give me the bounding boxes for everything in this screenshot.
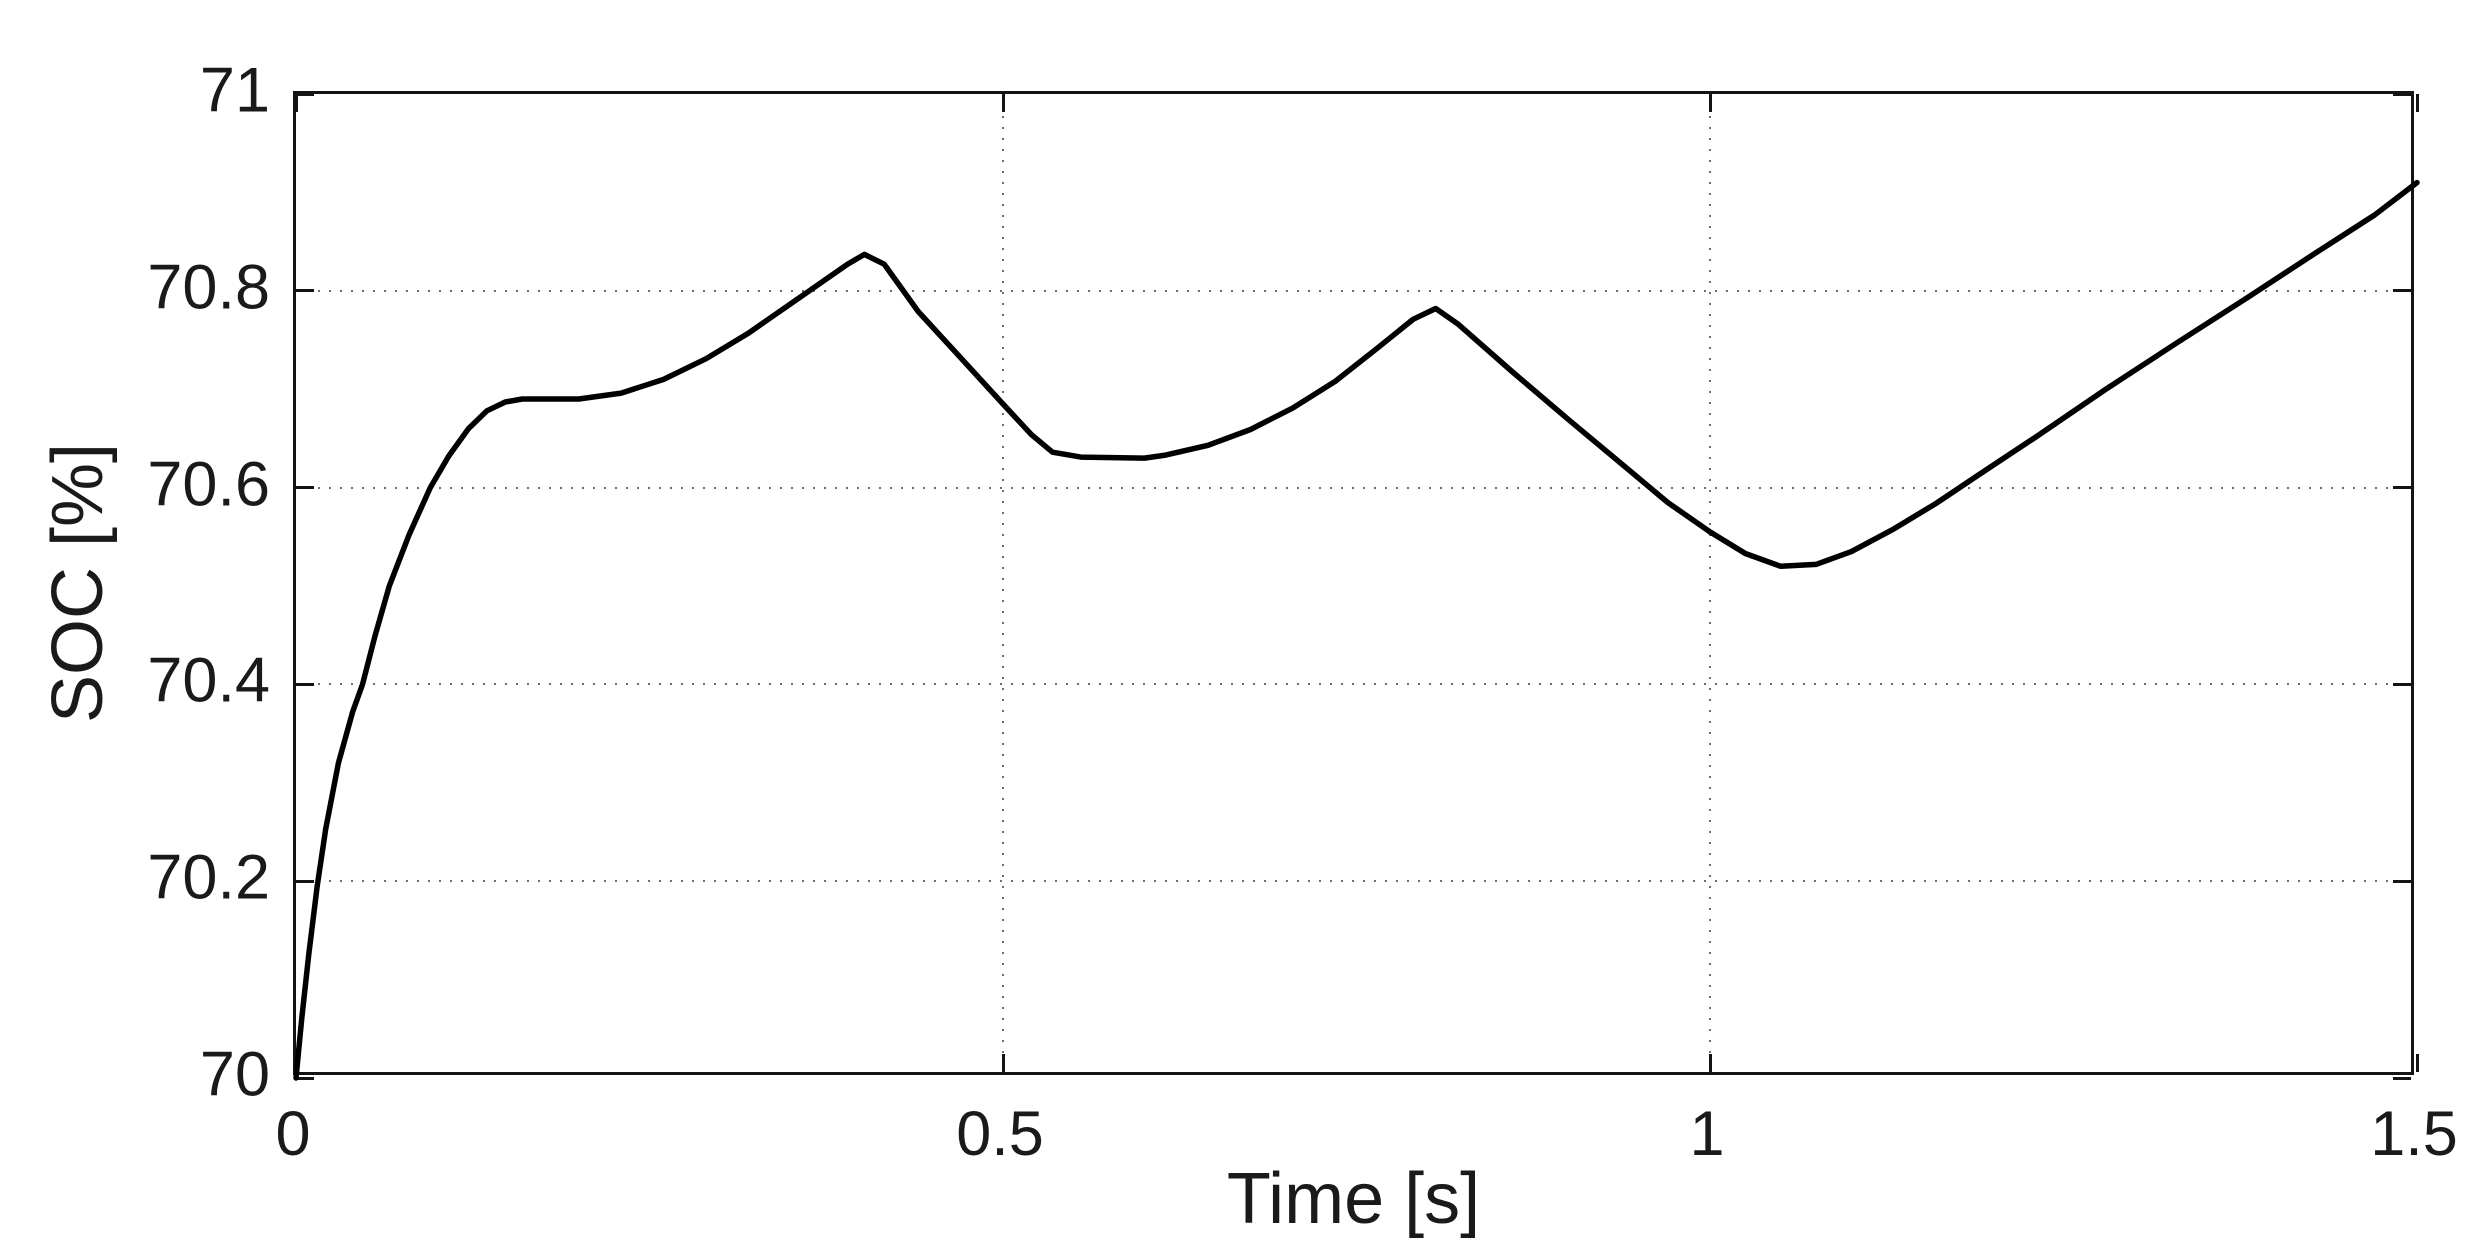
y-gridline: [296, 683, 2411, 686]
y-axis-label: SOC [%]: [38, 442, 118, 724]
x-gridline: [1002, 94, 1004, 1072]
y-tick-label: 70: [199, 1039, 270, 1110]
y-tick-label: 70.8: [147, 252, 270, 323]
y-tick-mark: [296, 879, 314, 883]
y-tick-mark: [296, 289, 314, 293]
y-tick-label: 70.4: [147, 645, 270, 716]
x-tick-mark: [1708, 94, 1712, 112]
y-tick-mark: [296, 92, 314, 96]
soc-curve: [293, 179, 2420, 1081]
x-tick-label: 0.5: [956, 1099, 1044, 1169]
y-gridline: [296, 486, 2411, 489]
x-tick-mark: [1708, 1054, 1712, 1072]
y-tick-mark: [2393, 682, 2411, 686]
y-tick-mark: [2393, 1076, 2411, 1080]
x-tick-label: 0: [275, 1099, 311, 1169]
plot-area: [293, 91, 2420, 1081]
y-gridline: [296, 289, 2411, 292]
x-tick-mark: [1001, 94, 1005, 112]
soc-line: [293, 179, 2420, 1081]
x-tick-mark: [294, 94, 298, 112]
y-tick-label: 71: [199, 55, 270, 126]
x-gridline: [1709, 94, 1711, 1072]
y-tick-label: 70.6: [147, 449, 270, 520]
y-tick-label: 70.2: [147, 842, 270, 913]
x-tick-mark: [2415, 94, 2419, 112]
y-tick-mark: [2393, 289, 2411, 293]
y-tick-mark: [296, 1076, 314, 1080]
y-tick-mark: [2393, 92, 2411, 96]
y-tick-mark: [296, 486, 314, 490]
x-tick-label: 1.5: [2370, 1099, 2458, 1169]
y-gridline: [296, 880, 2411, 883]
y-tick-mark: [296, 682, 314, 686]
x-tick-label: 1: [1689, 1099, 1725, 1169]
x-axis-label: Time [s]: [1226, 1159, 1481, 1239]
y-tick-mark: [2393, 486, 2411, 490]
x-tick-mark: [2415, 1054, 2419, 1072]
x-tick-mark: [1001, 1054, 1005, 1072]
y-tick-mark: [2393, 879, 2411, 883]
